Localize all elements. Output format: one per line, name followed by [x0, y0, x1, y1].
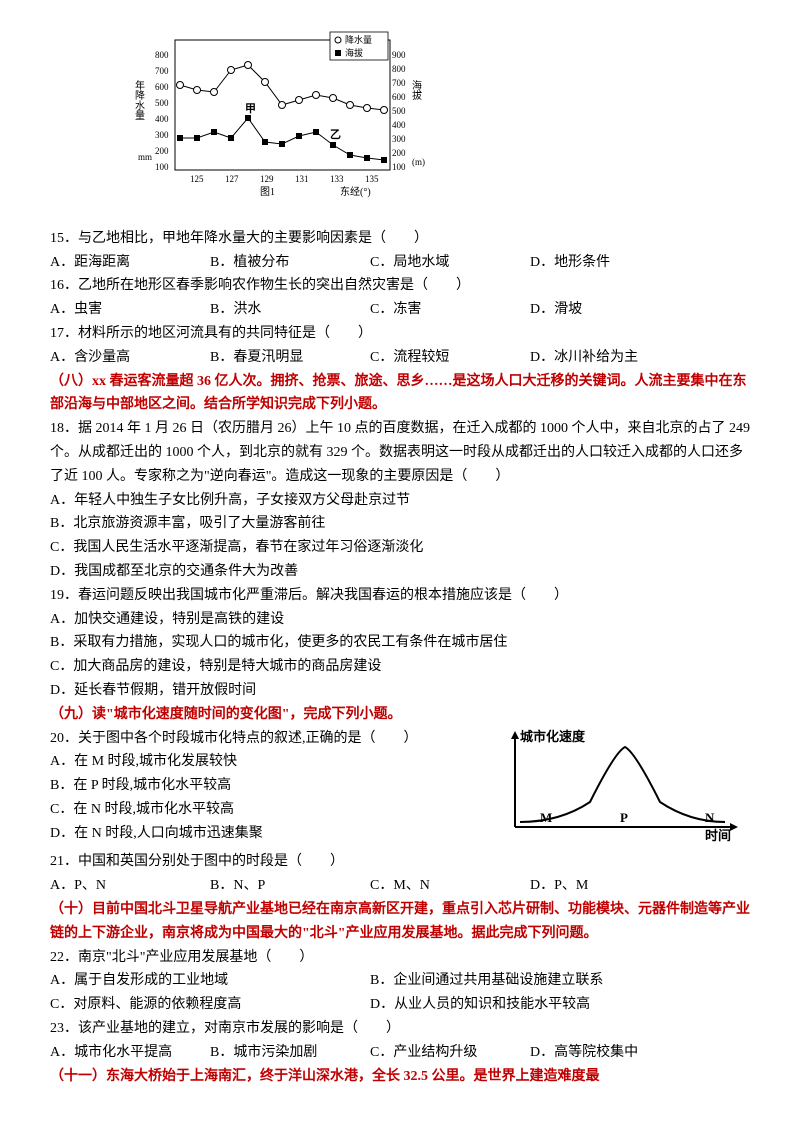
svg-text:100: 100 — [392, 162, 406, 172]
q21-options: A．P、N B．N、P C．M、N D．P、M — [50, 874, 750, 898]
svg-text:200: 200 — [155, 146, 169, 156]
svg-text:900: 900 — [392, 50, 406, 60]
q18-a: A．年轻人中独生子女比例升高，子女接双方父母赴京过节 — [50, 489, 750, 513]
svg-text:400: 400 — [392, 120, 406, 130]
svg-text:P: P — [620, 810, 628, 825]
q17-d: D．冰川补给为主 — [530, 346, 690, 370]
q16-options: A．虫害 B．洪水 C．冻害 D．滑坡 — [50, 298, 750, 322]
q15-a: A．距海距离 — [50, 251, 210, 275]
q16-d: D．滑坡 — [530, 298, 690, 322]
q15-text: 15．与乙地相比，甲地年降水量大的主要影响因素是（ ） — [50, 227, 750, 251]
svg-text:600: 600 — [392, 92, 406, 102]
svg-text:海拔: 海拔 — [345, 47, 363, 58]
svg-text:800: 800 — [155, 50, 169, 60]
svg-text:131: 131 — [295, 174, 309, 184]
svg-text:乙: 乙 — [330, 128, 341, 141]
q23-b: B．城市污染加剧 — [210, 1041, 370, 1065]
q17-b: B．春夏汛明显 — [210, 346, 370, 370]
q18-c: C．我国人民生活水平逐渐提高，春节在家过年习俗逐渐淡化 — [50, 536, 750, 560]
svg-text:600: 600 — [155, 82, 169, 92]
q19-c: C．加大商品房的建设，特别是特大城市的商品房建设 — [50, 655, 750, 679]
svg-text:海拔: 海拔 — [410, 79, 422, 101]
svg-text:700: 700 — [392, 78, 406, 88]
q18-intro: 18．据 2014 年 1 月 26 日（农历腊月 26）上午 10 点的百度数… — [50, 417, 750, 488]
q15-d: D．地形条件 — [530, 251, 690, 275]
q21-c: C．M、N — [370, 874, 530, 898]
q15-b: B．植被分布 — [210, 251, 370, 275]
section-8-heading: （八）xx 春运客流量超 36 亿人次。拥挤、抢票、旅途、思乡……是这场人口大迁… — [50, 370, 750, 418]
svg-text:800: 800 — [392, 64, 406, 74]
svg-text:(m): (m) — [412, 157, 425, 167]
q23-c: C．产业结构升级 — [370, 1041, 530, 1065]
q23-options: A．城市化水平提高 B．城市污染加剧 C．产业结构升级 D．高等院校集中 — [50, 1041, 750, 1065]
q16-c: C．冻害 — [370, 298, 530, 322]
q21-d: D．P、M — [530, 874, 690, 898]
svg-text:300: 300 — [392, 134, 406, 144]
q22-d: D．从业人员的知识和技能水平较高 — [370, 993, 590, 1017]
svg-text:300: 300 — [155, 130, 169, 140]
q16-a: A．虫害 — [50, 298, 210, 322]
q17-a: A．含沙量高 — [50, 346, 210, 370]
q22-options-1: A．属于自发形成的工业地域 B．企业间通过共用基础设施建立联系 — [50, 969, 750, 993]
q19-text: 19．春运问题反映出我国城市化严重滞后。解决我国春运的根本措施应该是（ ） — [50, 584, 750, 608]
section-10-heading: （十）目前中国北斗卫星导航产业基地已经在南京高新区开建，重点引入芯片研制、功能模… — [50, 898, 750, 946]
q15-c: C．局地水域 — [370, 251, 530, 275]
svg-text:N: N — [705, 810, 715, 825]
svg-text:400: 400 — [155, 114, 169, 124]
q17-text: 17．材料所示的地区河流具有的共同特征是（ ） — [50, 322, 750, 346]
q23-d: D．高等院校集中 — [530, 1041, 690, 1065]
svg-text:东经(°): 东经(°) — [340, 185, 371, 198]
q22-text: 22．南京"北斗"产业应用发展基地（ ） — [50, 946, 750, 970]
q18-b: B．北京旅游资源丰富，吸引了大量游客前往 — [50, 512, 750, 536]
q17-c: C．流程较短 — [370, 346, 530, 370]
svg-text:甲: 甲 — [245, 102, 256, 115]
q23-a: A．城市化水平提高 — [50, 1041, 210, 1065]
urbanization-curve-chart: 城市化速度 M P N 时间 — [490, 727, 740, 851]
q23-text: 23．该产业基地的建立，对南京市发展的影响是（ ） — [50, 1017, 750, 1041]
svg-text:年降水量: 年降水量 — [133, 79, 145, 120]
q19-d: D．延长春节假期，错开放假时间 — [50, 679, 750, 703]
q22-a: A．属于自发形成的工业地域 — [50, 969, 370, 993]
q18-d: D．我国成都至北京的交通条件大为改善 — [50, 560, 750, 584]
svg-text:133: 133 — [330, 174, 344, 184]
svg-text:降水量: 降水量 — [345, 34, 372, 45]
q19-b: B．采取有力措施，实现人口的城市化，使更多的农民工有条件在城市居住 — [50, 631, 750, 655]
q21-text: 21．中国和英国分别处于图中的时段是（ ） — [50, 850, 750, 874]
svg-text:127: 127 — [225, 174, 239, 184]
svg-text:图1: 图1 — [260, 186, 275, 198]
q17-options: A．含沙量高 B．春夏汛明显 C．流程较短 D．冰川补给为主 — [50, 346, 750, 370]
svg-text:700: 700 — [155, 66, 169, 76]
q22-options-2: C．对原料、能源的依赖程度高 D．从业人员的知识和技能水平较高 — [50, 993, 750, 1017]
q22-c: C．对原料、能源的依赖程度高 — [50, 993, 370, 1017]
q21-b: B．N、P — [210, 874, 370, 898]
svg-text:500: 500 — [392, 106, 406, 116]
section-11-heading: （十一）东海大桥始于上海南汇，终于洋山深水港，全长 32.5 公里。是世界上建造… — [50, 1065, 750, 1089]
svg-text:129: 129 — [260, 174, 274, 184]
svg-text:100: 100 — [155, 162, 169, 172]
svg-text:时间: 时间 — [705, 828, 731, 842]
svg-text:M: M — [540, 810, 552, 825]
q19-a: A．加快交通建设，特别是高铁的建设 — [50, 608, 750, 632]
svg-text:500: 500 — [155, 98, 169, 108]
q16-text: 16．乙地所在地形区春季影响农作物生长的突出自然灾害是（ ） — [50, 274, 750, 298]
svg-text:135: 135 — [365, 174, 379, 184]
svg-text:200: 200 — [392, 148, 406, 158]
svg-text:mm: mm — [138, 152, 152, 162]
section-9-heading: （九）读"城市化速度随时间的变化图"，完成下列小题。 — [50, 703, 750, 727]
q16-b: B．洪水 — [210, 298, 370, 322]
q15-options: A．距海距离 B．植被分布 C．局地水域 D．地形条件 — [50, 251, 750, 275]
svg-text:125: 125 — [190, 174, 204, 184]
q21-a: A．P、N — [50, 874, 210, 898]
chart-precipitation-elevation: 降水量 海拔 100 200 300 400 500 600 700 800 1… — [130, 30, 750, 219]
q22-b: B．企业间通过共用基础设施建立联系 — [370, 969, 603, 993]
svg-text:城市化速度: 城市化速度 — [520, 729, 586, 744]
